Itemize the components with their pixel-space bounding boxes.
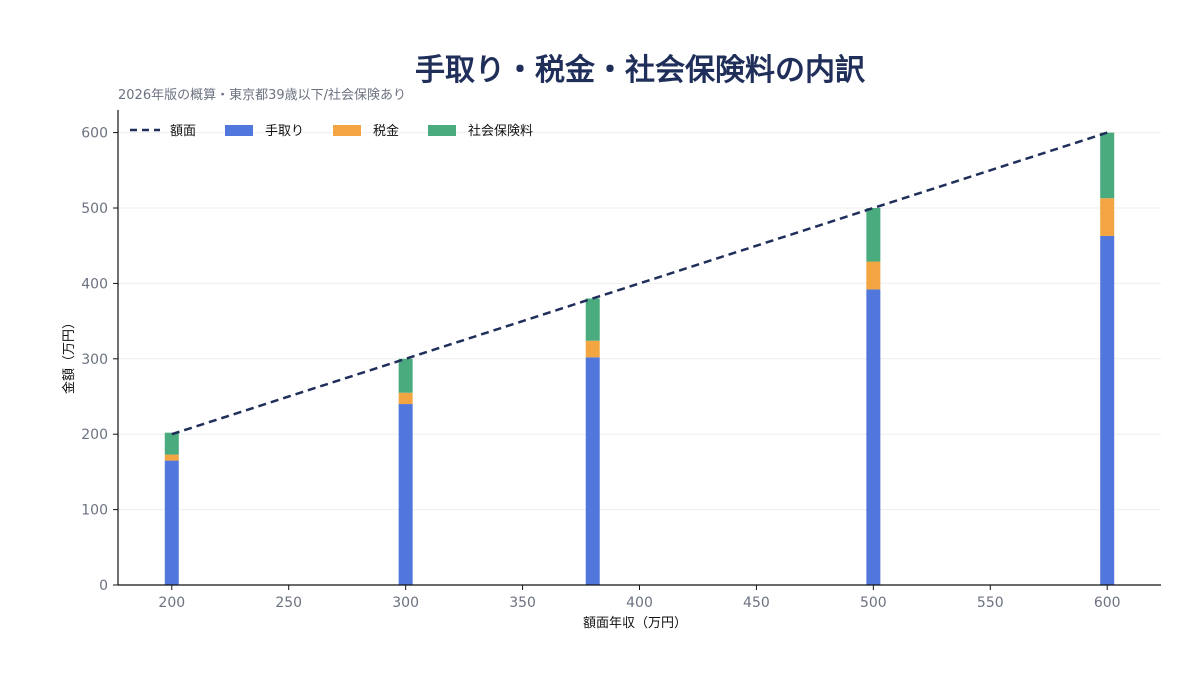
bar-social-insurance [398,358,413,393]
bar-tax [164,454,179,461]
y-tick-label: 0 [99,578,108,594]
y-tick-label: 400 [81,276,108,292]
x-tick-label: 500 [860,595,887,611]
y-tick-label: 500 [81,201,108,217]
bar-tax [866,261,881,290]
bar-tax [1100,198,1115,236]
x-tick-label: 200 [158,595,185,611]
x-tick-label: 300 [392,595,419,611]
x-tick-label: 350 [509,595,536,611]
legend-swatch-social-insurance [428,125,456,136]
chart-subtitle: 2026年版の概算・東京都39歳以下/社会保険あり [118,87,406,103]
bar-takehome [398,404,413,585]
bar-takehome [1100,235,1115,585]
x-tick-label: 400 [626,595,653,611]
grid-layer [118,132,1161,511]
bar-social-insurance [585,298,600,341]
legend-swatch-tax [333,125,361,136]
y-tick-label: 300 [81,352,108,368]
legend-label-gross: 額面 [170,124,196,139]
x-tick-label: 550 [977,595,1004,611]
chart-title: 手取り・税金・社会保険料の内訳 [415,53,866,88]
bar-takehome [866,289,881,585]
x-tick-label: 450 [743,595,770,611]
legend: 額面 手取り 税金 社会保険料 [130,123,533,139]
x-axis-label: 額面年収（万円） [583,616,687,631]
legend-label-takehome: 手取り [265,124,304,139]
bar-tax [398,392,413,405]
bar-social-insurance [866,208,881,262]
y-axis-label: 金額（万円） [61,316,77,394]
bar-takehome [164,460,179,585]
legend-label-social-insurance: 社会保険料 [468,123,533,139]
x-tick-label: 250 [275,595,302,611]
axes-layer: 0 100 200 300 400 500 600 200 250 300 350 400 450 500… [81,110,1161,611]
x-tick-label: 600 [1094,595,1121,611]
bars-layer [164,132,1115,585]
y-tick-label: 600 [81,126,108,142]
line-layer [171,131,1108,436]
legend-swatch-takehome [225,125,253,136]
y-tick-label: 100 [81,503,108,519]
gross-line [171,131,1108,436]
bar-social-insurance [164,432,179,455]
bar-takehome [585,357,600,585]
bar-tax [585,340,600,358]
y-tick-label: 200 [81,427,108,443]
bar-social-insurance [1100,132,1115,199]
legend-label-tax: 税金 [373,123,399,139]
